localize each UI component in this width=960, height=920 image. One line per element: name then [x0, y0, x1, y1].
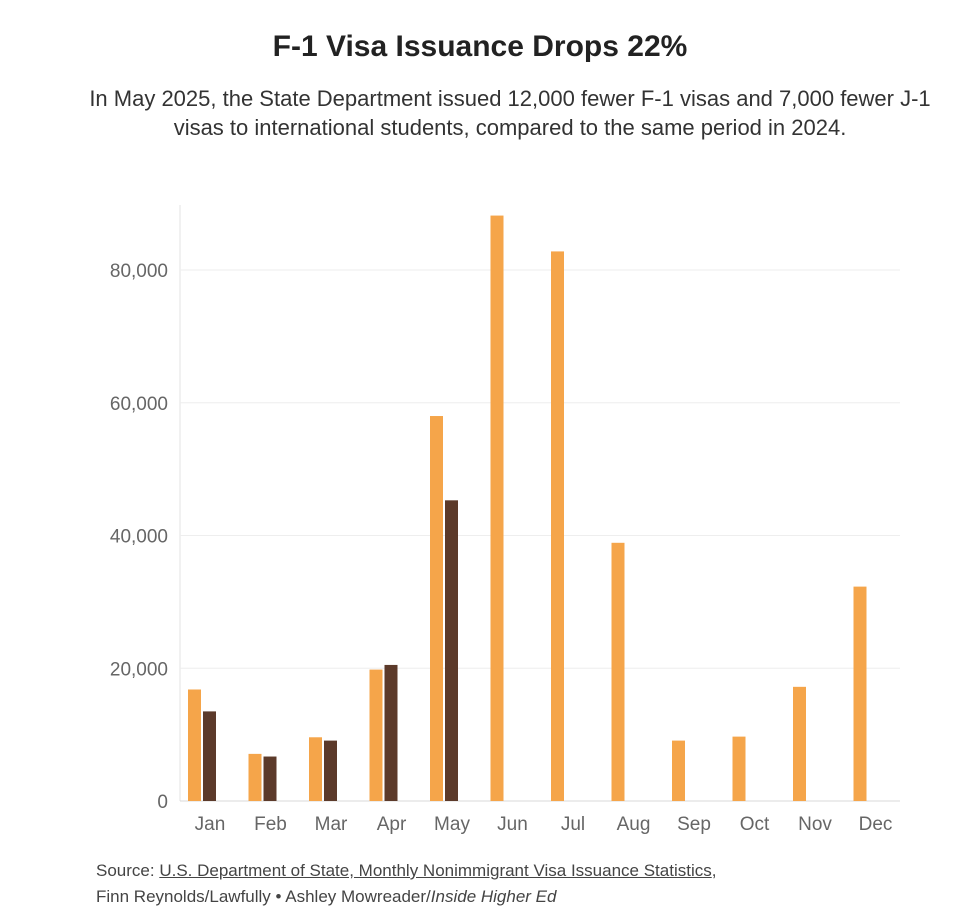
bar: [732, 736, 746, 801]
x-tick-label: Sep: [677, 814, 711, 835]
bar: [369, 669, 383, 801]
source-punct: ,: [711, 861, 717, 880]
credit-text: Finn Reynolds/Lawfully • Ashley Mowreade…: [96, 887, 431, 906]
bar: [263, 756, 277, 801]
bar: [551, 251, 564, 802]
chart-title: F-1 Visa Issuance Drops 22%: [272, 30, 688, 63]
bar: [430, 416, 443, 801]
y-tick-label: 80,000: [110, 261, 168, 282]
bar: [853, 586, 867, 801]
bar: [793, 686, 806, 801]
bar: [188, 689, 201, 801]
bar: [445, 500, 458, 801]
bar: [672, 740, 685, 801]
x-tick-label: Jan: [195, 814, 226, 835]
publication-name: Inside Higher Ed: [430, 887, 557, 906]
bar-chart: 0 20,000 40,000 60,000 80,000 Jan Feb Mar Apr May…: [110, 205, 900, 835]
y-tick-label: 20,000: [110, 659, 168, 680]
x-tick-label: Dec: [859, 814, 893, 835]
x-tick-label: Feb: [254, 814, 287, 835]
x-tick-label: Mar: [315, 814, 348, 835]
bar: [490, 215, 504, 801]
bar: [203, 711, 216, 801]
bar: [248, 753, 262, 801]
source-note: Source: U.S. Department of State, Monthl…: [96, 858, 936, 910]
source-prefix: Source:: [96, 861, 160, 880]
x-tick-label: Nov: [798, 814, 832, 835]
bar: [384, 664, 398, 801]
y-tick-label: 0: [157, 792, 168, 813]
chart-subtitle: In May 2025, the State Department issued…: [89, 86, 931, 140]
y-tick-label: 40,000: [110, 527, 168, 548]
bar: [611, 542, 625, 801]
x-tick-label: Jul: [561, 814, 585, 835]
bar: [309, 737, 322, 801]
x-tick-label: Oct: [740, 814, 770, 835]
bar: [324, 740, 337, 801]
x-tick-label: Aug: [617, 814, 651, 835]
x-tick-label: May: [434, 814, 470, 835]
x-tick-label: Apr: [377, 814, 407, 835]
y-tick-label: 60,000: [110, 394, 168, 415]
source-link[interactable]: U.S. Department of State, Monthly Nonimm…: [159, 861, 712, 880]
x-tick-label: Jun: [497, 814, 528, 835]
